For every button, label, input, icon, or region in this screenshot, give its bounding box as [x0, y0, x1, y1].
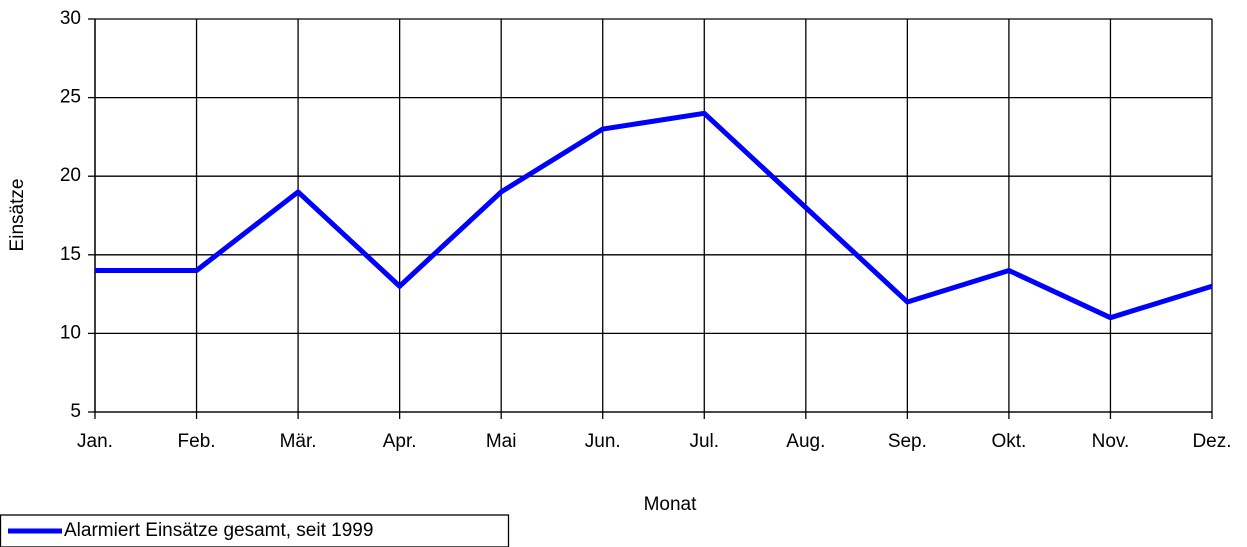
- series-line: [95, 110, 1213, 321]
- x-tick-label: Aug.: [786, 431, 825, 452]
- x-tick-label: Okt.: [991, 431, 1026, 452]
- legend: Alarmiert Einsätze gesamt, seit 1999: [0, 514, 510, 547]
- y-tick-label: 5: [70, 401, 81, 422]
- y-axis-title: Einsätze: [7, 179, 28, 252]
- y-tick-label: 15: [60, 244, 81, 265]
- x-tick-label: Jan.: [77, 431, 113, 452]
- x-tick-label: Jun.: [585, 431, 621, 452]
- y-tick-label: 25: [60, 87, 81, 108]
- y-tick-label: 30: [60, 8, 81, 29]
- x-tick-label: Sep.: [888, 431, 927, 452]
- y-tick-label: 10: [60, 322, 81, 343]
- legend-box: [0, 514, 510, 547]
- x-tick-label: Dez.: [1192, 431, 1231, 452]
- x-tick-label: Mai: [486, 431, 517, 452]
- x-tick-label: Jul.: [689, 431, 719, 452]
- legend-label: Alarmiert Einsätze gesamt, seit 1999: [64, 520, 373, 541]
- x-tick-label: Nov.: [1092, 431, 1130, 452]
- x-tick-label: Mär.: [280, 431, 317, 452]
- x-axis-title: Monat: [644, 494, 698, 515]
- y-tick-label: 20: [60, 165, 81, 186]
- x-tick-label: Apr.: [383, 431, 417, 452]
- x-tick-label: Feb.: [178, 431, 216, 452]
